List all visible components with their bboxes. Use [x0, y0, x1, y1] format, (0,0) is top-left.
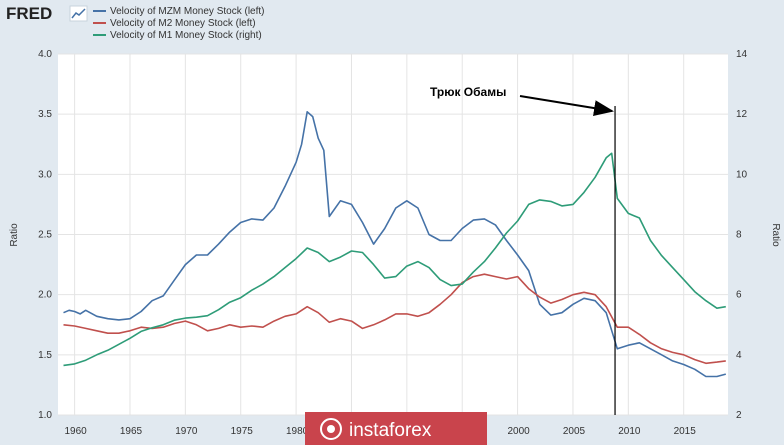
legend-label-mzm: Velocity of MZM Money Stock (left) [110, 6, 265, 17]
y-tick-left: 3.0 [38, 169, 52, 180]
watermark-text: instaforex [349, 420, 432, 441]
y-tick-right: 4 [736, 350, 742, 361]
series-line-m1 [63, 152, 726, 367]
y-axis-label-right: Ratio [770, 223, 781, 247]
x-tick: 2015 [674, 426, 697, 437]
x-tick: 1960 [64, 426, 87, 437]
annotation-text: Трюк Обамы [430, 85, 506, 99]
y-tick-left: 1.5 [38, 350, 52, 361]
chart-mini-icon [69, 5, 88, 22]
x-tick: 1975 [231, 426, 254, 437]
y-tick-right: 6 [736, 290, 742, 301]
y-tick-right: 12 [736, 109, 748, 120]
y-tick-right: 10 [736, 169, 748, 180]
y-tick-right: 14 [736, 49, 748, 60]
legend-label-m1: Velocity of M1 Money Stock (right) [110, 30, 262, 41]
watermark-background [305, 412, 487, 445]
watermark: instaforex [305, 412, 487, 445]
y-tick-left: 2.5 [38, 230, 52, 241]
y-tick-right: 8 [736, 230, 742, 241]
x-tick: 2005 [563, 426, 586, 437]
y-tick-left: 4.0 [38, 49, 52, 60]
series-line-mzm [63, 111, 727, 378]
annotation: Трюк Обамы [430, 85, 616, 415]
x-tick: 1970 [175, 426, 198, 437]
y-tick-left: 3.5 [38, 109, 52, 120]
fred-logo: FRED [6, 4, 52, 23]
watermark-logo-icon [320, 418, 342, 440]
y-axis-label-left: Ratio [9, 223, 20, 247]
x-tick: 2000 [507, 426, 530, 437]
annotation-arrow [519, 95, 615, 117]
series-line-m2 [63, 273, 726, 365]
series-layer [63, 111, 727, 378]
x-tick: 1965 [120, 426, 143, 437]
y-axis-right: 2 4 6 8 10 12 14 [736, 49, 748, 421]
x-tick: 1980 [286, 426, 309, 437]
legend: Velocity of MZM Money Stock (left) Veloc… [93, 6, 265, 41]
y-tick-left: 2.0 [38, 290, 52, 301]
y-tick-right: 2 [736, 410, 742, 421]
y-axis-left: 1.0 1.5 2.0 2.5 3.0 3.5 4.0 [38, 49, 52, 421]
x-tick: 2010 [618, 426, 641, 437]
y-tick-left: 1.0 [38, 410, 52, 421]
legend-label-m2: Velocity of M2 Money Stock (left) [110, 18, 256, 29]
